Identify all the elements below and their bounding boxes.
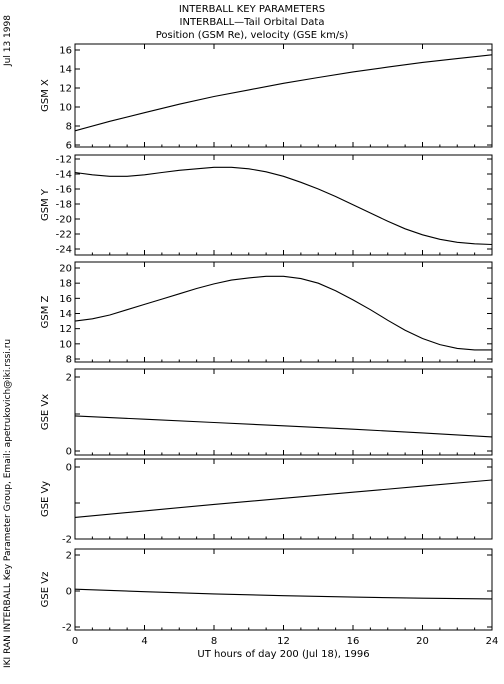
y-tick-label: 16 [59, 294, 72, 305]
y-tick-label: 0 [66, 587, 72, 598]
y-tick-label: 12 [59, 324, 72, 335]
y-tick-label: 12 [59, 84, 72, 95]
panel-frame [74, 261, 493, 363]
x-tick-label: 8 [211, 636, 217, 647]
panel-frame [74, 43, 493, 148]
y-tick-label: -2 [62, 623, 72, 634]
x-tick-label: 24 [486, 636, 499, 647]
y-tick-label: 2 [66, 551, 72, 562]
y-tick-label: 16 [59, 46, 72, 57]
x-tick-label: 4 [141, 636, 147, 647]
y-axis-label: GSM Z [40, 295, 51, 328]
y-tick-label: -14 [56, 170, 72, 181]
chart-title-line-2: INTERBALL—Tail Orbital Data [179, 17, 325, 28]
y-tick-label: -24 [56, 245, 72, 256]
panel-frame [74, 154, 493, 256]
series-line [74, 479, 493, 518]
y-tick-label: 20 [59, 264, 72, 275]
series-line [74, 54, 493, 132]
y-tick-label: 2 [66, 373, 72, 384]
chart-title-line-3: Position (GSM Re), velocity (GSE km/s) [155, 30, 349, 41]
y-tick-label: 0 [66, 463, 72, 474]
chart-title-line-1: INTERBALL KEY PARAMETERS [178, 4, 326, 15]
y-axis-label: GSE Vz [40, 572, 51, 608]
y-tick-label: -12 [56, 155, 72, 166]
y-tick-label: 8 [66, 122, 72, 133]
y-tick-label: 6 [66, 141, 72, 152]
y-tick-label: 0 [66, 447, 72, 458]
panel-frame [74, 368, 493, 456]
series-line [74, 166, 493, 246]
series-line [74, 275, 492, 351]
x-tick-label: 16 [347, 636, 360, 647]
y-tick-label: -18 [56, 200, 72, 211]
x-tick-label: 12 [277, 636, 290, 647]
y-tick-label: 8 [66, 355, 72, 366]
y-tick-label: -20 [56, 215, 72, 226]
y-tick-label: 14 [59, 309, 72, 320]
y-tick-label: -2 [62, 535, 72, 546]
panel-frame [74, 458, 493, 540]
x-tick-label: 0 [72, 636, 78, 647]
y-axis-label: GSE Vx [40, 394, 51, 430]
series-line [74, 588, 493, 600]
x-axis-label: UT hours of day 200 (Jul 18), 1996 [197, 649, 369, 660]
y-tick-label: -16 [56, 185, 72, 196]
y-tick-label: 18 [59, 279, 72, 290]
y-axis-label: GSM Y [40, 188, 51, 221]
series-line [74, 415, 493, 438]
x-tick-label: 20 [416, 636, 429, 647]
y-tick-label: -22 [56, 230, 72, 241]
y-tick-label: 10 [59, 103, 72, 114]
y-axis-label: GSM X [40, 79, 51, 112]
y-axis-label: GSE Vy [40, 481, 51, 517]
y-tick-label: 10 [59, 339, 72, 350]
panel-frame [74, 548, 493, 631]
y-tick-label: 14 [59, 65, 72, 76]
